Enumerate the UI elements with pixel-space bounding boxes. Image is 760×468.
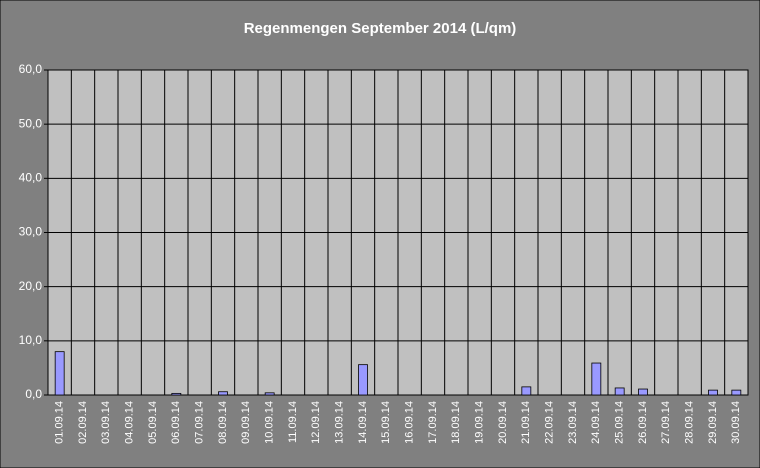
y-tick-label: 30,0 bbox=[19, 225, 43, 239]
bar bbox=[638, 388, 648, 396]
x-tick-label: 30.09.14 bbox=[730, 401, 742, 444]
y-tick-label: 20,0 bbox=[19, 279, 43, 293]
y-tick-label: 60,0 bbox=[19, 62, 43, 76]
bar bbox=[521, 386, 532, 396]
x-tick-label: 17.09.14 bbox=[427, 401, 439, 444]
bar bbox=[731, 389, 742, 396]
x-tick-label: 03.09.14 bbox=[100, 401, 112, 444]
x-tick-label: 24.09.14 bbox=[590, 401, 602, 444]
x-tick-label: 25.09.14 bbox=[614, 401, 626, 444]
x-tick-label: 05.09.14 bbox=[147, 401, 159, 444]
x-tick-label: 27.09.14 bbox=[660, 401, 672, 444]
x-tick-label: 15.09.14 bbox=[380, 401, 392, 444]
y-tick-label: 10,0 bbox=[19, 333, 43, 347]
x-tick-label: 22.09.14 bbox=[544, 401, 556, 444]
y-tick-label: 50,0 bbox=[19, 116, 43, 130]
y-tick-label: 0,0 bbox=[25, 387, 42, 401]
x-tick-label: 14.09.14 bbox=[357, 401, 369, 444]
bar bbox=[591, 362, 602, 396]
bar bbox=[614, 387, 625, 396]
x-tick-label: 02.09.14 bbox=[77, 401, 89, 444]
x-tick-label: 11.09.14 bbox=[287, 401, 299, 443]
x-tick-label: 18.09.14 bbox=[450, 401, 462, 444]
x-tick-label: 13.09.14 bbox=[334, 401, 346, 444]
x-tick-label: 29.09.14 bbox=[707, 401, 719, 444]
bar bbox=[358, 364, 368, 396]
chart-title: Regenmengen September 2014 (L/qm) bbox=[244, 20, 517, 37]
x-tick-label: 04.09.14 bbox=[124, 401, 136, 444]
bar bbox=[264, 392, 275, 396]
x-tick-label: 23.09.14 bbox=[567, 401, 579, 444]
x-tick-label: 09.09.14 bbox=[240, 401, 252, 444]
x-tick-label: 08.09.14 bbox=[217, 401, 229, 444]
bar bbox=[218, 391, 228, 396]
x-tick-label: 21.09.14 bbox=[520, 401, 532, 444]
x-tick-label: 28.09.14 bbox=[684, 401, 696, 444]
x-tick-label: 26.09.14 bbox=[637, 401, 649, 444]
x-tick-label: 06.09.14 bbox=[170, 401, 182, 444]
x-tick-label: 16.09.14 bbox=[404, 401, 416, 444]
bar bbox=[54, 351, 65, 396]
plot-frame bbox=[47, 69, 749, 396]
x-tick-label: 10.09.14 bbox=[264, 401, 276, 444]
y-tick-label: 40,0 bbox=[19, 171, 43, 185]
x-tick-label: 07.09.14 bbox=[194, 401, 206, 444]
x-tick-label: 01.09.14 bbox=[54, 401, 66, 444]
x-tick-label: 19.09.14 bbox=[474, 401, 486, 444]
x-tick-label: 12.09.14 bbox=[310, 401, 322, 444]
bar bbox=[171, 392, 182, 396]
x-tick-label: 20.09.14 bbox=[497, 401, 509, 444]
bar bbox=[708, 389, 718, 396]
